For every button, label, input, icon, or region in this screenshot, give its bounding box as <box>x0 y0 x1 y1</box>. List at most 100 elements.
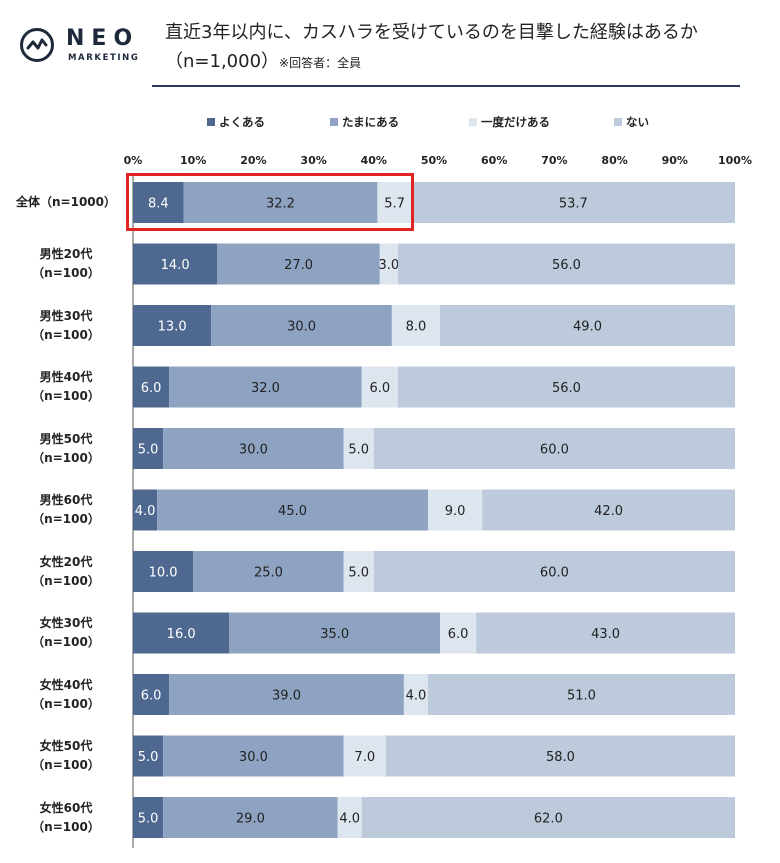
row-label-line: （n=100） <box>32 758 100 772</box>
bar-segment <box>169 674 404 715</box>
bar-value-label: 3.0 <box>379 258 400 273</box>
bar-value-label: 25.0 <box>254 566 283 581</box>
logo-wordmark: NEO <box>66 26 140 51</box>
bar-segment <box>343 428 374 469</box>
bar-value-label: 6.0 <box>141 381 162 396</box>
title-divider <box>152 85 740 87</box>
bar-segment <box>133 489 158 531</box>
bar-segment <box>211 305 392 346</box>
neo-marketing-logo: NEO MARKETING <box>16 22 156 72</box>
x-tick-label: 40% <box>361 154 387 167</box>
row-label: 女性40代 （n=100） <box>6 676 126 714</box>
row-label: 女性30代 （n=100） <box>6 614 126 652</box>
bar-value-label: 5.0 <box>138 750 159 765</box>
legend-label-1: たまにある <box>342 115 400 129</box>
bar-segment <box>193 551 344 592</box>
row-label: 男性50代 （n=100） <box>6 430 126 468</box>
legend-swatch-0 <box>207 118 215 126</box>
legend-label-2: 一度だけある <box>481 115 550 129</box>
bar-segment <box>163 735 344 777</box>
logo-pulse-icon <box>20 28 54 62</box>
bar-segment <box>397 366 735 408</box>
x-tick-label: 0% <box>124 154 143 167</box>
row-label-line: （n=100） <box>32 266 100 280</box>
row-label-line: （n=100） <box>32 696 100 711</box>
bar-value-label: 8.0 <box>406 320 427 335</box>
bar-segment <box>361 797 735 838</box>
row-label: 男性40代 （n=100） <box>6 368 126 406</box>
bar-value-label: 32.0 <box>251 381 280 396</box>
row-label: 女性20代 （n=100） <box>6 553 126 591</box>
legend-swatch-3 <box>614 118 622 126</box>
bar-segment <box>377 182 412 223</box>
row-label-line: 男性40代 <box>39 370 93 384</box>
row-label-line: （n=100） <box>32 389 100 403</box>
legend-item-3: ない <box>614 114 649 130</box>
legend-label-3: ない <box>626 115 649 129</box>
bar-value-label: 13.0 <box>158 320 187 335</box>
bar-value-label: 6.0 <box>369 381 390 396</box>
row-label-line: 女性30代 <box>39 616 93 630</box>
row-label-line: 女性40代 <box>39 677 93 692</box>
bar-value-label: 30.0 <box>239 750 268 765</box>
respondent-note: ※回答者：全員 <box>279 56 362 70</box>
bar-value-label: 39.0 <box>272 689 301 704</box>
bar-value-label: 5.0 <box>138 443 159 458</box>
bar-value-label: 32.2 <box>266 197 295 212</box>
bar-segment <box>337 797 362 838</box>
bar-segment <box>391 305 441 346</box>
bar-value-label: 60.0 <box>540 566 569 581</box>
row-label-line: 女性60代 <box>39 800 93 815</box>
row-label: 男性30代 （n=100） <box>6 307 126 345</box>
row-label: 女性50代 （n=100） <box>6 737 126 775</box>
bar-value-label: 27.0 <box>284 258 313 273</box>
bar-segment <box>476 612 735 654</box>
sample-size: （n=1,000） <box>165 51 280 72</box>
row-label: 男性20代 （n=100） <box>6 245 126 283</box>
x-tick-label: 60% <box>481 154 507 167</box>
chart-legend: よくある たまにある 一度だけある ない <box>0 114 780 132</box>
bar-segment <box>169 366 362 408</box>
bar-segment <box>157 489 428 531</box>
bar-value-label: 16.0 <box>167 627 196 642</box>
bar-segment <box>373 428 735 469</box>
row-label-line: （n=100） <box>32 512 100 526</box>
x-tick-label: 20% <box>240 154 266 167</box>
bar-value-label: 7.0 <box>354 750 375 765</box>
bar-segment <box>373 551 735 592</box>
row-label: 女性60代 （n=100） <box>6 799 126 837</box>
x-tick-label: 100% <box>718 154 752 167</box>
bar-value-label: 10.0 <box>149 566 178 581</box>
legend-item-2: 一度だけある <box>469 114 550 130</box>
bar-segment <box>133 674 170 715</box>
legend-item-0: よくある <box>207 114 265 130</box>
bar-value-label: 29.0 <box>236 812 265 827</box>
bar-value-label: 5.0 <box>348 443 369 458</box>
bar-segment <box>427 489 483 531</box>
bar-segment <box>133 551 194 592</box>
bar-segment <box>217 243 380 285</box>
bar-value-label: 5.0 <box>138 812 159 827</box>
bar-segment <box>482 489 735 531</box>
bar-segment <box>133 243 218 285</box>
legend-item-1: たまにある <box>330 114 399 130</box>
bar-segment <box>379 243 398 285</box>
row-label: 全体（n=1000） <box>6 193 126 212</box>
bar-value-label: 6.0 <box>141 689 162 704</box>
bar-value-label: 43.0 <box>591 627 620 642</box>
bar-segment <box>133 182 184 223</box>
bar-value-label: 56.0 <box>552 258 581 273</box>
row-label-line: （n=100） <box>32 327 100 342</box>
row-label-line: （n=100） <box>32 819 100 834</box>
bar-segment <box>133 428 164 469</box>
logo-subtitle: MARKETING <box>68 53 140 63</box>
bar-value-label: 30.0 <box>287 320 316 335</box>
bar-value-label: 62.0 <box>534 812 563 827</box>
row-label-line: 女性20代 <box>39 554 93 569</box>
highlight-box <box>126 173 414 231</box>
bar-value-label: 42.0 <box>594 504 623 519</box>
x-tick-label: 80% <box>601 154 627 167</box>
row-label: 男性60代 （n=100） <box>6 491 126 529</box>
bar-segment <box>133 305 212 346</box>
bar-value-label: 4.0 <box>406 689 427 704</box>
